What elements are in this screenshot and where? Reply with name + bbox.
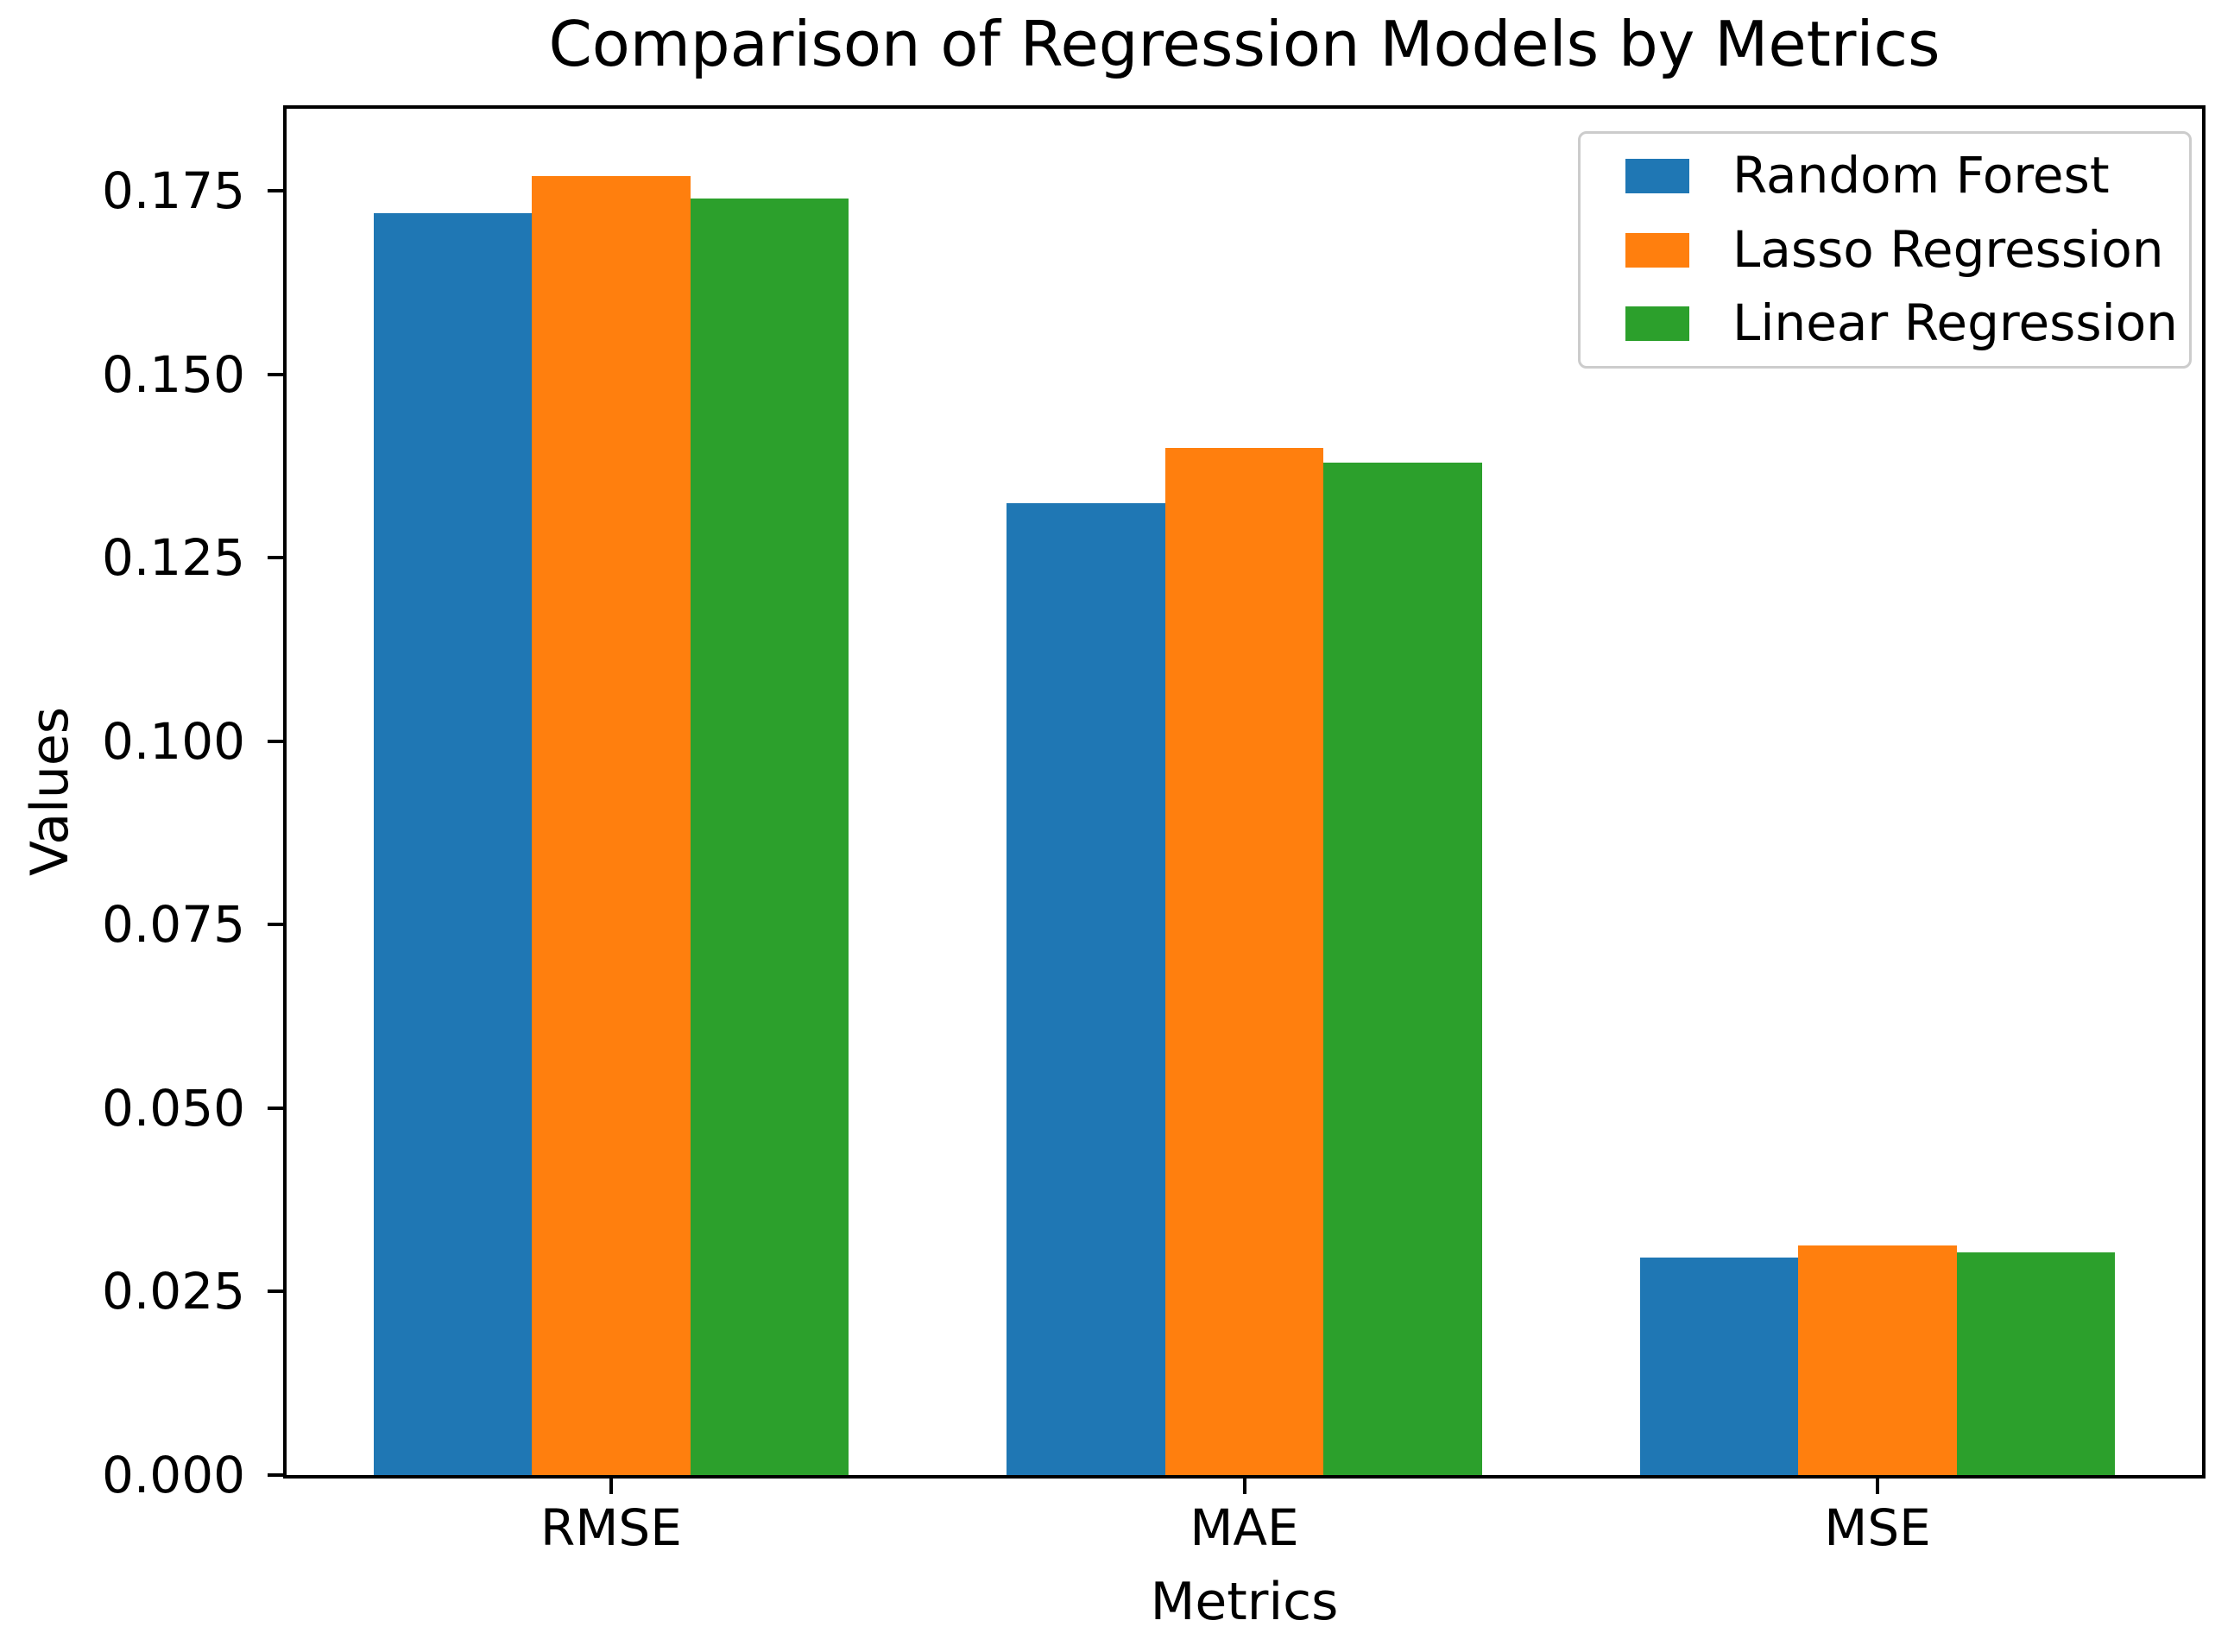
- y-tick-0.075: [268, 923, 287, 927]
- legend-swatch-random-forest: [1625, 158, 1689, 193]
- y-tick-label-0.000: 0.000: [101, 1446, 245, 1504]
- bar-mse-random-forest: [1639, 1258, 1799, 1475]
- x-tick-label-mae: MAE: [1190, 1498, 1299, 1557]
- x-tick-mae: [1242, 1475, 1246, 1494]
- y-tick-label-0.050: 0.050: [101, 1078, 245, 1138]
- y-tick-label-0.125: 0.125: [101, 528, 245, 588]
- bar-rmse-linear-regression: [690, 198, 849, 1475]
- bar-mae-lasso-regression: [1164, 447, 1324, 1475]
- y-tick-0.125: [268, 556, 287, 560]
- bar-mse-linear-regression: [1956, 1252, 2116, 1475]
- legend: Random Forest Lasso Regression Linear Regr…: [1578, 131, 2192, 369]
- x-tick-rmse: [609, 1475, 613, 1494]
- y-tick-0.150: [268, 372, 287, 376]
- y-tick-label-0.075: 0.075: [101, 895, 245, 955]
- y-tick-0.000: [268, 1473, 287, 1477]
- bar-rmse-random-forest: [373, 212, 533, 1475]
- legend-label-random-forest: Random Forest: [1732, 146, 2110, 205]
- x-tick-mse: [1876, 1475, 1880, 1494]
- legend-item-lasso-regression: Lasso Regression: [1625, 220, 2172, 281]
- legend-label-linear-regression: Linear Regression: [1732, 293, 2178, 353]
- bar-mse-lasso-regression: [1798, 1245, 1957, 1475]
- legend-swatch-lasso-regression: [1625, 232, 1689, 268]
- y-tick-label-0.175: 0.175: [101, 161, 245, 221]
- bar-mae-random-forest: [1007, 502, 1165, 1475]
- legend-swatch-linear-regression: [1625, 306, 1689, 342]
- y-tick-label-0.150: 0.150: [101, 344, 245, 404]
- legend-item-linear-regression: Linear Regression: [1625, 293, 2178, 354]
- y-axis-label: Values: [20, 706, 80, 877]
- chart-title: Comparison of Regression Models by Metri…: [548, 8, 1941, 80]
- bar-mae-linear-regression: [1323, 462, 1482, 1475]
- legend-label-lasso-regression: Lasso Regression: [1732, 219, 2164, 279]
- x-tick-label-mse: MSE: [1824, 1498, 1931, 1557]
- y-tick-0.175: [268, 189, 287, 193]
- y-tick-0.025: [268, 1289, 287, 1294]
- legend-item-random-forest: Random Forest: [1625, 146, 2172, 206]
- y-tick-0.100: [268, 739, 287, 743]
- y-tick-label-0.025: 0.025: [101, 1262, 245, 1321]
- y-tick-0.050: [268, 1106, 287, 1110]
- x-axis-label: Metrics: [1150, 1572, 1339, 1632]
- bar-rmse-lasso-regression: [532, 176, 691, 1475]
- y-tick-label-0.100: 0.100: [101, 711, 245, 771]
- x-tick-label-rmse: RMSE: [540, 1498, 682, 1557]
